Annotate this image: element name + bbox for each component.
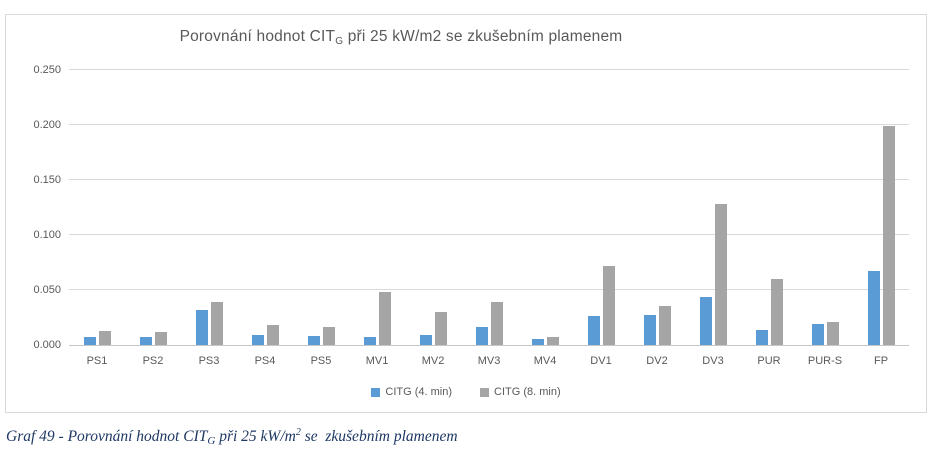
chart-frame[interactable]: Porovnání hodnot CITG při 25 kW/m2 se zk… [5, 14, 927, 413]
bar-PUR-S-CITG-4-min [811, 324, 824, 345]
bar-DV2-CITG-8-min [658, 306, 671, 345]
bar-MV1-CITG-4-min [363, 337, 376, 345]
caption-mid: při 25 kW/m [215, 428, 296, 445]
x-tick-label-MV3: MV3 [477, 355, 501, 367]
x-tick-label-MV4: MV4 [533, 355, 557, 367]
bar-FP-CITG-8-min [882, 126, 895, 345]
bar-group-MV1 [349, 70, 405, 345]
bar-series [69, 70, 909, 345]
x-tick-label-PS1: PS1 [86, 355, 108, 367]
x-tick-label-DV1: DV1 [590, 355, 612, 367]
chart-title-text: Porovnání hodnot CIT [179, 28, 336, 45]
bar-PS5-CITG-4-min [307, 336, 320, 345]
gridline [69, 124, 909, 125]
bar-group-PS4 [237, 70, 293, 345]
bar-group-PS1 [69, 70, 125, 345]
plot-area [69, 69, 909, 346]
y-tick-label: 0.100 [33, 229, 61, 241]
x-tick-label-PS4: PS4 [254, 355, 276, 367]
x-tick-label-PUR-S: PUR-S [807, 355, 843, 367]
bar-group-FP [853, 70, 909, 345]
bar-MV3-CITG-4-min [475, 327, 488, 345]
bar-DV3-CITG-8-min [714, 204, 727, 345]
x-tick-label-DV2: DV2 [646, 355, 668, 367]
bar-PS4-CITG-4-min [251, 335, 264, 345]
bar-group-MV4 [517, 70, 573, 345]
bar-PS3-CITG-8-min [210, 302, 223, 345]
y-tick-label: 0.150 [33, 174, 61, 186]
x-tick-label-PS5: PS5 [310, 355, 332, 367]
legend-item: CITG (8. min) [480, 386, 561, 398]
y-tick-label: 0.200 [33, 119, 61, 131]
y-tick-label: 0.050 [33, 284, 61, 296]
x-tick-label-DV3: DV3 [702, 355, 724, 367]
caption-subscript: G [207, 435, 216, 447]
bar-PUR-CITG-8-min [770, 279, 783, 345]
bar-group-PUR [741, 70, 797, 345]
bar-PS5-CITG-8-min [322, 327, 335, 345]
bar-MV2-CITG-8-min [434, 312, 447, 345]
bar-group-MV2 [405, 70, 461, 345]
bar-MV3-CITG-8-min [490, 302, 503, 345]
bar-MV2-CITG-4-min [419, 335, 432, 345]
bar-group-DV1 [573, 70, 629, 345]
bar-PUR-S-CITG-8-min [826, 322, 839, 345]
bar-MV4-CITG-4-min [531, 339, 544, 345]
gridline [69, 179, 909, 180]
x-tick-label-PUR: PUR [757, 355, 781, 367]
bar-group-PS5 [293, 70, 349, 345]
caption-suffix: se zkušebním plamenem [300, 428, 458, 445]
bar-group-PS2 [125, 70, 181, 345]
bar-group-PUR-S [797, 70, 853, 345]
legend-swatch-icon [480, 387, 489, 397]
bar-DV1-CITG-8-min [602, 266, 615, 345]
x-tick-label-FP: FP [873, 355, 889, 367]
x-axis: PS1 PS2 PS3 PS4 PS5 MV1 MV2 MV3 MV4 DV1 DV2 DV3 PUR P… [69, 355, 909, 367]
legend: CITG (4. min) CITG (8. min) [6, 386, 926, 398]
x-tick-label-PS2: PS2 [142, 355, 164, 367]
bar-PS4-CITG-8-min [266, 325, 279, 345]
y-tick-label: 0.250 [33, 64, 61, 76]
x-axis-line [69, 345, 909, 346]
bar-PS2-CITG-4-min [139, 337, 152, 345]
bar-FP-CITG-4-min [867, 271, 880, 345]
gridline [69, 234, 909, 235]
x-tick-label-MV1: MV1 [365, 355, 389, 367]
legend-swatch-icon [371, 387, 381, 397]
gridline [69, 69, 909, 70]
legend-label: CITG (8. min) [494, 386, 561, 398]
bar-group-MV3 [461, 70, 517, 345]
bar-PS3-CITG-4-min [195, 310, 208, 345]
bar-PS1-CITG-4-min [83, 337, 96, 345]
legend-label: CITG (4. min) [385, 386, 452, 398]
bar-PS2-CITG-8-min [154, 332, 167, 345]
chart-title-subscript: G [335, 36, 344, 47]
y-tick-label: 0.000 [33, 339, 61, 351]
bar-DV2-CITG-4-min [643, 315, 656, 345]
bar-DV3-CITG-4-min [699, 297, 712, 345]
bar-group-PS3 [181, 70, 237, 345]
bar-MV4-CITG-8-min [546, 337, 559, 345]
chart-title: Porovnání hodnot CITG při 25 kW/m2 se zk… [6, 28, 926, 47]
legend-item: CITG (4. min) [371, 386, 452, 398]
caption-superscript: 2 [295, 427, 301, 438]
gridline [69, 289, 909, 290]
bar-group-DV3 [685, 70, 741, 345]
bar-PUR-CITG-4-min [755, 330, 768, 345]
bar-PS1-CITG-8-min [98, 331, 111, 345]
caption-text: Graf 49 - Porovnání hodnot CIT [6, 428, 208, 445]
x-tick-label-MV2: MV2 [421, 355, 445, 367]
bar-MV1-CITG-8-min [378, 292, 391, 345]
bar-group-DV2 [629, 70, 685, 345]
x-tick-label-PS3: PS3 [198, 355, 220, 367]
chart-title-suffix: při 25 kW/m2 se zkušebním plamenem [343, 28, 623, 45]
figure-caption: Graf 49 - Porovnání hodnot CITG při 25 k… [6, 427, 458, 447]
bar-DV1-CITG-4-min [587, 316, 600, 345]
